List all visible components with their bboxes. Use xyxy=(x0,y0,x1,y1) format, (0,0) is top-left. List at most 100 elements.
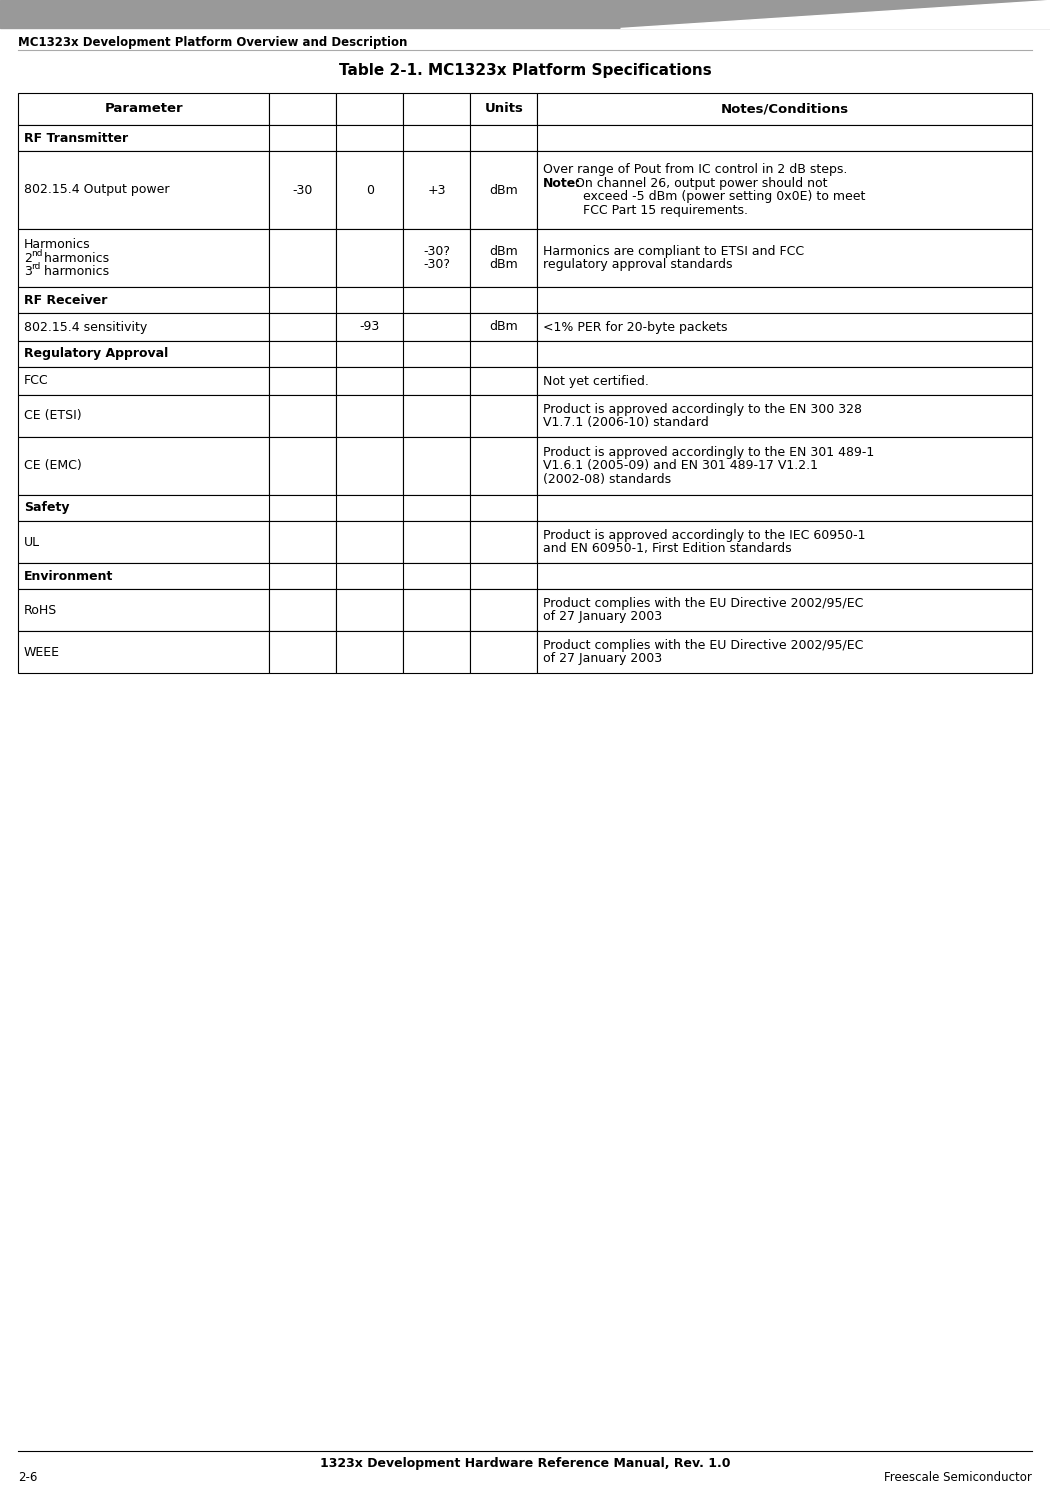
Text: 802.15.4 Output power: 802.15.4 Output power xyxy=(24,184,169,197)
Bar xyxy=(18,496,1032,521)
Text: of 27 January 2003: of 27 January 2003 xyxy=(543,652,663,666)
Bar xyxy=(270,314,336,340)
Text: and EN 60950-1, First Edition standards: and EN 60950-1, First Edition standards xyxy=(543,542,792,555)
Bar xyxy=(538,314,1032,340)
Bar xyxy=(538,367,1032,396)
Text: Product is approved accordingly to the EN 301 489-1: Product is approved accordingly to the E… xyxy=(543,446,875,458)
Bar xyxy=(403,521,470,563)
Bar xyxy=(270,151,336,228)
Bar xyxy=(336,228,403,287)
Bar xyxy=(538,521,1032,563)
Text: exceed -5 dBm (power setting 0x0E) to meet: exceed -5 dBm (power setting 0x0E) to me… xyxy=(583,190,865,203)
Text: Table 2-1. MC1323x Platform Specifications: Table 2-1. MC1323x Platform Specificatio… xyxy=(338,63,712,78)
Bar xyxy=(336,590,403,632)
Text: 802.15.4 sensitivity: 802.15.4 sensitivity xyxy=(24,321,147,333)
Bar xyxy=(270,632,336,673)
Bar xyxy=(18,287,1032,314)
Text: Environment: Environment xyxy=(24,569,113,582)
Bar xyxy=(336,151,403,228)
Polygon shape xyxy=(620,0,1050,28)
Bar xyxy=(403,396,470,437)
Text: Parameter: Parameter xyxy=(104,103,183,115)
Text: <1% PER for 20-byte packets: <1% PER for 20-byte packets xyxy=(543,321,728,333)
Text: Not yet certified.: Not yet certified. xyxy=(543,375,649,388)
Bar xyxy=(470,228,538,287)
Bar xyxy=(18,437,270,496)
Text: dBm: dBm xyxy=(489,184,518,197)
Bar xyxy=(270,367,336,396)
Bar xyxy=(336,437,403,496)
Text: +3: +3 xyxy=(427,184,446,197)
Text: -30?: -30? xyxy=(423,245,450,258)
Bar xyxy=(403,93,470,125)
Text: (2002-08) standards: (2002-08) standards xyxy=(543,473,671,487)
Text: Freescale Semiconductor: Freescale Semiconductor xyxy=(884,1471,1032,1484)
Bar xyxy=(18,590,270,632)
Bar xyxy=(18,396,270,437)
Bar xyxy=(336,93,403,125)
Bar xyxy=(18,125,1032,151)
Text: FCC: FCC xyxy=(24,375,48,388)
Text: Product is approved accordingly to the IEC 60950-1: Product is approved accordingly to the I… xyxy=(543,529,865,542)
Bar xyxy=(403,590,470,632)
Text: 0: 0 xyxy=(365,184,374,197)
Text: dBm: dBm xyxy=(489,258,518,272)
Bar xyxy=(470,151,538,228)
Text: RoHS: RoHS xyxy=(24,603,58,617)
Text: harmonics: harmonics xyxy=(40,251,109,264)
Bar xyxy=(270,93,336,125)
Bar xyxy=(538,437,1032,496)
Text: dBm: dBm xyxy=(489,321,518,333)
Bar xyxy=(336,521,403,563)
Text: RF Transmitter: RF Transmitter xyxy=(24,131,128,145)
Bar xyxy=(538,228,1032,287)
Bar xyxy=(18,367,270,396)
Text: V1.7.1 (2006-10) standard: V1.7.1 (2006-10) standard xyxy=(543,417,709,430)
Text: Units: Units xyxy=(484,103,523,115)
Text: nd: nd xyxy=(32,249,42,258)
Bar xyxy=(538,93,1032,125)
Text: Harmonics: Harmonics xyxy=(24,237,90,251)
Bar xyxy=(470,93,538,125)
Bar xyxy=(470,396,538,437)
Text: rd: rd xyxy=(32,263,40,272)
Bar xyxy=(18,151,270,228)
Text: Product complies with the EU Directive 2002/95/EC: Product complies with the EU Directive 2… xyxy=(543,639,863,652)
Bar xyxy=(470,437,538,496)
Text: Note:: Note: xyxy=(543,176,582,190)
Text: 2: 2 xyxy=(24,251,32,264)
Text: Notes/Conditions: Notes/Conditions xyxy=(720,103,848,115)
Text: -30: -30 xyxy=(293,184,313,197)
Bar xyxy=(0,0,1050,28)
Bar xyxy=(538,632,1032,673)
Bar xyxy=(336,314,403,340)
Text: CE (EMC): CE (EMC) xyxy=(24,460,82,472)
Text: Safety: Safety xyxy=(24,502,69,515)
Bar xyxy=(403,437,470,496)
Text: RF Receiver: RF Receiver xyxy=(24,294,107,306)
Bar xyxy=(270,590,336,632)
Bar xyxy=(470,314,538,340)
Bar xyxy=(470,590,538,632)
Bar xyxy=(270,396,336,437)
Text: Product is approved accordingly to the EN 300 328: Product is approved accordingly to the E… xyxy=(543,403,862,415)
Text: V1.6.1 (2005-09) and EN 301 489-17 V1.2.1: V1.6.1 (2005-09) and EN 301 489-17 V1.2.… xyxy=(543,460,818,472)
Text: WEEE: WEEE xyxy=(24,645,60,658)
Bar xyxy=(336,396,403,437)
Bar xyxy=(18,314,270,340)
Text: Over range of Pout from IC control in 2 dB steps.: Over range of Pout from IC control in 2 … xyxy=(543,163,847,176)
Bar xyxy=(18,563,1032,590)
Text: 3: 3 xyxy=(24,264,32,278)
Bar xyxy=(470,367,538,396)
Text: Regulatory Approval: Regulatory Approval xyxy=(24,348,168,360)
Text: CE (ETSI): CE (ETSI) xyxy=(24,409,82,423)
Bar xyxy=(538,396,1032,437)
Text: FCC Part 15 requirements.: FCC Part 15 requirements. xyxy=(583,203,749,216)
Text: -93: -93 xyxy=(360,321,380,333)
Bar xyxy=(403,367,470,396)
Text: -30?: -30? xyxy=(423,258,450,272)
Bar xyxy=(18,521,270,563)
Text: dBm: dBm xyxy=(489,245,518,258)
Bar xyxy=(538,151,1032,228)
Bar xyxy=(18,632,270,673)
